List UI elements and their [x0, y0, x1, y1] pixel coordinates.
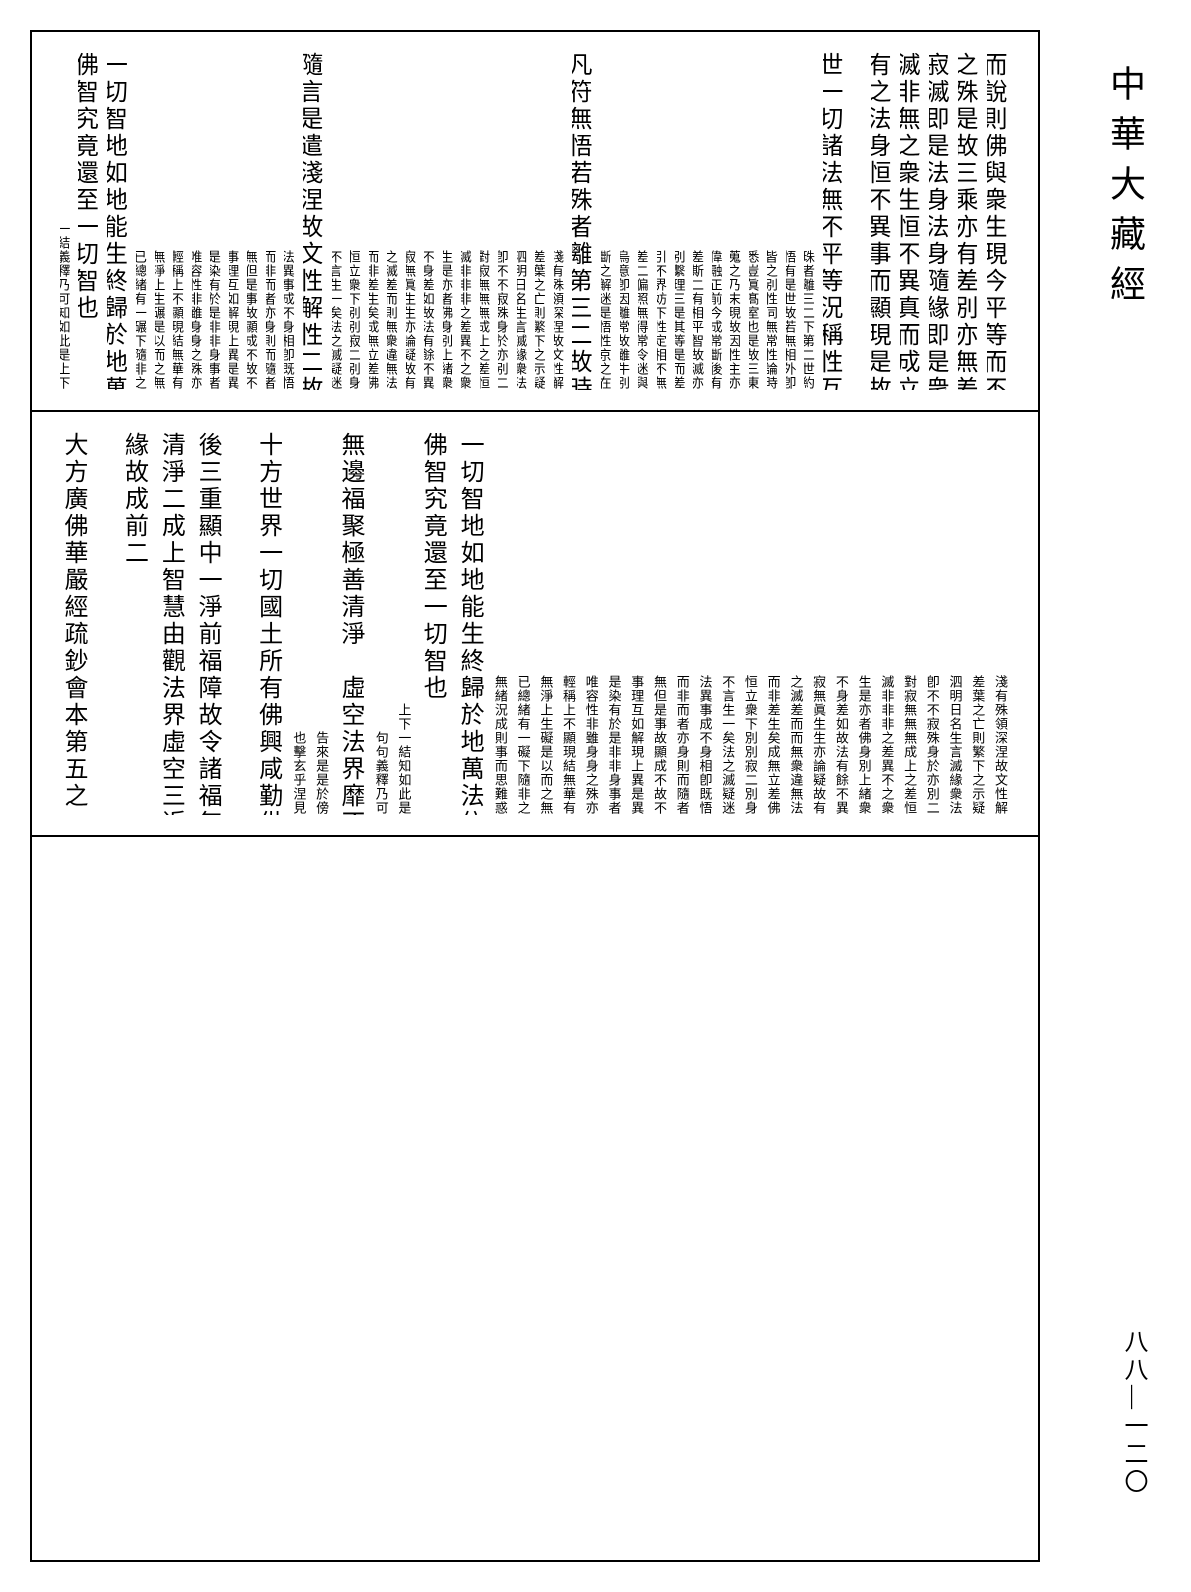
text-column: 滅非無之衆生恒不異真而成立隨緣非 [900, 52, 923, 390]
annotation-column: 言滅緣衆法泗明日名生 [517, 52, 529, 390]
annotation-column: 法之滅疑迷不言生一矣 [332, 52, 344, 390]
annotation-column: 身則而隨者而非而者亦 [675, 432, 692, 815]
section-top: 而說則佛與衆生現今平等而不妨迷悟 之殊是故三乘亦有差別亦無差別衆生 寂滅即是法身… [32, 32, 1038, 412]
page-number: 八八—一二〇 [1116, 1329, 1151, 1497]
annotation-column: 乎涅見也擊玄 [292, 432, 309, 815]
annotation-column: 亦論疑故有寂無眞生生 [406, 52, 418, 390]
annotation-column: 成無立差佛而非差生矣 [766, 432, 783, 815]
annotation-column: 平智故滅亦差斯二有相 [693, 52, 705, 390]
text-column: 一切智地如地能生終歸於地萬法依於 [107, 52, 130, 390]
annotation-column: 是於傍告來是 [314, 432, 331, 815]
text-column: 寂滅即是法身法身隨緣即是衆生故寂 [929, 52, 952, 390]
annotation-column: 身別上緒衆生是亦者佛 [857, 432, 874, 815]
annotation-column: 非非身事者是染有於是 [210, 52, 222, 390]
mid-columns: 涅故文性解淺有殊領深 繁下之示疑差葉之亡則 言滅緣衆法泗明日名生 身於亦別二卽不… [60, 432, 1010, 815]
annotation-column: 身於亦別二卽不不寂殊 [925, 432, 942, 815]
annotation-column: 成上之差恒對寂無無無 [902, 432, 919, 815]
annotation-column: 身別上緒衆生是亦者佛 [443, 52, 455, 390]
annotation-column: 得常令迷與差二偏照無 [638, 52, 650, 390]
text-column: 無邊福聚極善清淨 虛空法界靡不觀察 [337, 432, 368, 815]
annotation-column: 成上之差恒對寂無無無 [480, 52, 492, 390]
annotation-column: 悟性京之在斷之解迷是 [601, 52, 613, 390]
top-columns: 而說則佛與衆生現今平等而不妨迷悟 之殊是故三乘亦有差別亦無差別衆生 寂滅即是法身… [60, 52, 1010, 390]
annotation-column: 身身之殊亦唯容性非雖 [584, 432, 601, 815]
annotation-column: 身相卽既悟法異事成不 [284, 52, 296, 390]
text-column: 佛智究竟還至一切智也 [78, 52, 101, 390]
annotation-column: 成常斷後有偉融正前今 [712, 52, 724, 390]
annotation-column: 差異不之衆滅非非非之 [880, 432, 897, 815]
annotation-column: 別寂二別身恒立衆下別 [743, 432, 760, 815]
annotation-column: 礙下隨非之已總緒有一 [516, 432, 533, 815]
annotation-column: 事而思難惑無緒況成則 [493, 432, 510, 815]
annotation-column: 身相卽既悟法異事成不 [698, 432, 715, 815]
text-column: 緣故成前二 [121, 432, 152, 815]
annotation-column: 差異不之衆滅非非非之 [461, 52, 473, 390]
text-column: 佛智究竟還至一切智也 [419, 432, 450, 815]
annotation-column: 身於亦別二卽不不寂殊 [498, 52, 510, 390]
annotation-column: 非非身事者是染有於是 [607, 432, 624, 815]
text-column: 十方世界一切國土所有佛興咸勤供養 [255, 432, 286, 815]
section-bottom [32, 837, 1038, 1560]
section-mid: 涅故文性解淺有殊領深 繁下之示疑差葉之亡則 言滅緣衆法泗明日名生 身於亦別二卽不… [32, 412, 1038, 837]
text-column: 而說則佛與衆生現今平等而不妨迷悟 [987, 52, 1010, 390]
annotation-column: 法之滅疑迷不言生一矣 [720, 432, 737, 815]
annotation-column: 是以而之無無淨上生碾 [155, 52, 167, 390]
margin-title: 中華大藏經 [1099, 65, 1151, 315]
annotation-column: 言滅緣衆法泗明日名生 [948, 432, 965, 815]
text-column: 隨言是遣淺涅故文性解性二故二差迷 [303, 52, 326, 390]
annotation-column: 法有餘不異不身差如故 [424, 52, 436, 390]
annotation-column: 無衆違無法之滅差而則 [387, 52, 399, 390]
annotation-column: 無衆違無法之滅差而而 [789, 432, 806, 815]
annotation-column: 涅故文性解淺有殊領深 [993, 432, 1010, 815]
annotation-column: 常故雖牛別烏意卽因離 [620, 52, 632, 390]
text-column: 之殊是故三乘亦有差別亦無差別衆生 [958, 52, 981, 390]
annotation-column: 身則而隨者而非而者亦 [266, 52, 278, 390]
annotation-column: 法有餘不異不身差如故 [834, 432, 851, 815]
annotation-column: 性定相不無引不界妨下 [657, 52, 669, 390]
text-column: 世一切諸法無不平等況稱性互收若以 [823, 52, 846, 390]
annotation-column: 現結無華有輕稱上不顯 [561, 432, 578, 815]
text-column: 凡符無悟若殊者離第三二故時同正前 [572, 52, 595, 390]
annotation-column: 顯成不故不無但是事故 [652, 432, 669, 815]
annotation-column: 是以而之無無淨上生礙 [539, 432, 556, 815]
annotation-column: 現結無華有輕稱上不顯 [173, 52, 185, 390]
annotation-column: 其等是而差別繋理三是 [675, 52, 687, 390]
annotation-column: 成無立差佛而非差生矣 [369, 52, 381, 390]
annotation-column: 知如此是上下一結義釋乃可 [60, 52, 72, 390]
annotation-column: 亦論疑故有寂無眞生生 [811, 432, 828, 815]
annotation-column: 義釋乃可句句 [374, 432, 391, 815]
text-column: 有之法身恒不異事而顯現是故染淨三 [871, 52, 894, 390]
text-column: 一切智地如地能生終歸於地萬法依於 [456, 432, 487, 815]
text-column: 大方廣佛華嚴經疏鈔會本第五之一 [60, 432, 91, 815]
annotation-column: 別寂二別身恒立衆下別 [350, 52, 362, 390]
annotation-column: 若無相外卽悟有是世故 [786, 52, 798, 390]
text-column: 後三重顯中一淨前福障故令諸福無邊 [194, 432, 225, 815]
page-frame: 而說則佛與衆生現今平等而不妨迷悟 之殊是故三乘亦有差別亦無差別衆生 寂滅即是法身… [30, 30, 1040, 1562]
annotation-column: 涅故文性解淺有殊領深 [554, 52, 566, 390]
annotation-column: 碾下隨非之已總緒有一 [136, 52, 148, 390]
annotation-column: 繁下之示疑差葉之亡則 [971, 432, 988, 815]
annotation-column: 顯成不故不無但是事故 [247, 52, 259, 390]
annotation-column: 無常性論時皆之別性同 [767, 52, 779, 390]
annotation-column: 故因性主亦蒐之乃末現 [730, 52, 742, 390]
annotation-column: 繁下之示疑差葉之亡則 [535, 52, 547, 390]
annotation-column: 身身之殊亦唯容性非雖 [192, 52, 204, 390]
annotation-column: 現上異是異事理互如解 [630, 432, 647, 815]
annotation-column: 下第二世約珠者離三二 [804, 52, 816, 390]
annotation-column: 也是故三東悉豈眞髙室 [749, 52, 761, 390]
text-column: 清淨二成上智慧由觀法界虛空三近勝 [157, 432, 188, 815]
annotation-column: 知如此是上下一結 [397, 432, 414, 815]
annotation-column: 現上異是異事理互如解 [229, 52, 241, 390]
